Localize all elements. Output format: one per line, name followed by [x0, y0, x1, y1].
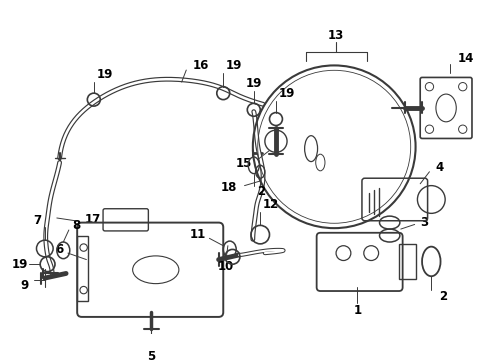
- Text: 16: 16: [192, 59, 209, 72]
- Text: 19: 19: [97, 68, 113, 81]
- Text: 1: 1: [352, 304, 361, 317]
- Text: 19: 19: [245, 77, 262, 90]
- Text: 3: 3: [419, 216, 427, 229]
- Text: 12: 12: [263, 198, 279, 211]
- Text: 17: 17: [84, 213, 101, 226]
- Text: 9: 9: [21, 279, 29, 292]
- Bar: [398, 244, 415, 279]
- Text: 19: 19: [225, 59, 242, 72]
- Text: 2: 2: [438, 290, 446, 303]
- Text: 15: 15: [235, 157, 251, 170]
- Text: 5: 5: [147, 350, 155, 360]
- Text: 4: 4: [435, 161, 443, 174]
- Text: 10: 10: [218, 260, 234, 273]
- Text: 19: 19: [12, 258, 28, 271]
- Text: 8: 8: [72, 219, 81, 232]
- Text: 13: 13: [327, 29, 344, 42]
- Text: 14: 14: [456, 51, 472, 64]
- Bar: [77, 237, 88, 301]
- Text: 7: 7: [33, 214, 41, 227]
- Text: 11: 11: [189, 228, 205, 241]
- Text: 19: 19: [278, 87, 295, 100]
- Text: 18: 18: [220, 181, 237, 194]
- Text: 6: 6: [55, 243, 63, 256]
- Text: 2: 2: [257, 185, 265, 198]
